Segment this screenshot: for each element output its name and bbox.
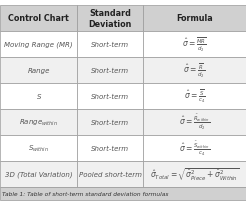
Text: Short-term: Short-term <box>91 119 129 125</box>
Bar <box>143 109 246 135</box>
Text: Standard
Deviation: Standard Deviation <box>88 9 132 29</box>
Bar <box>143 58 246 83</box>
Bar <box>77 83 143 109</box>
Text: 3D (Total Variation): 3D (Total Variation) <box>5 171 73 177</box>
Bar <box>0 58 77 83</box>
Text: $\hat{\sigma} = \frac{\overline{MR}}{d_2}$: $\hat{\sigma} = \frac{\overline{MR}}{d_2… <box>182 35 207 54</box>
Text: Short-term: Short-term <box>91 67 129 73</box>
Text: $\hat{\sigma} = \frac{\bar{S}_{within}}{c_4}$: $\hat{\sigma} = \frac{\bar{S}_{within}}{… <box>179 139 210 157</box>
Bar <box>0 187 246 200</box>
Bar <box>0 6 77 32</box>
Bar <box>0 109 77 135</box>
Text: Short-term: Short-term <box>91 42 129 48</box>
Bar <box>77 6 143 32</box>
Bar <box>143 83 246 109</box>
Text: $\hat{\sigma} = \frac{\overline{S}}{c_4}$: $\hat{\sigma} = \frac{\overline{S}}{c_4}… <box>184 88 205 105</box>
Text: Pooled short-term: Pooled short-term <box>78 171 142 177</box>
Text: Short-term: Short-term <box>91 145 129 151</box>
Bar <box>77 109 143 135</box>
Text: $\hat{\sigma} = \frac{\bar{R}_{within}}{d_2}$: $\hat{\sigma} = \frac{\bar{R}_{within}}{… <box>179 112 210 132</box>
Text: S: S <box>36 93 41 99</box>
Bar <box>143 32 246 58</box>
Text: Control Chart: Control Chart <box>8 14 69 23</box>
Bar <box>143 161 246 187</box>
Text: Range: Range <box>28 67 50 73</box>
Text: Range$_{within}$: Range$_{within}$ <box>19 117 58 127</box>
Bar <box>0 32 77 58</box>
Bar <box>77 58 143 83</box>
Bar <box>77 161 143 187</box>
Text: Short-term: Short-term <box>91 93 129 99</box>
Text: Table 1: Table of short-term standard deviation formulas: Table 1: Table of short-term standard de… <box>2 191 169 196</box>
Text: Formula: Formula <box>176 14 213 23</box>
Text: S$_{within}$: S$_{within}$ <box>28 143 49 153</box>
Bar <box>0 135 77 161</box>
Text: Moving Range (MR): Moving Range (MR) <box>4 41 73 48</box>
Bar <box>77 135 143 161</box>
Bar <box>143 135 246 161</box>
Bar <box>0 161 77 187</box>
Bar <box>77 32 143 58</box>
Bar <box>0 83 77 109</box>
Text: $\hat{\sigma}_{Total} = \sqrt{\hat{\sigma}^2_{Piece} + \hat{\sigma}^2_{Within}}$: $\hat{\sigma}_{Total} = \sqrt{\hat{\sigm… <box>150 166 239 182</box>
Bar <box>143 6 246 32</box>
Text: $\hat{\sigma} = \frac{\overline{R}}{d_2}$: $\hat{\sigma} = \frac{\overline{R}}{d_2}… <box>183 61 205 80</box>
